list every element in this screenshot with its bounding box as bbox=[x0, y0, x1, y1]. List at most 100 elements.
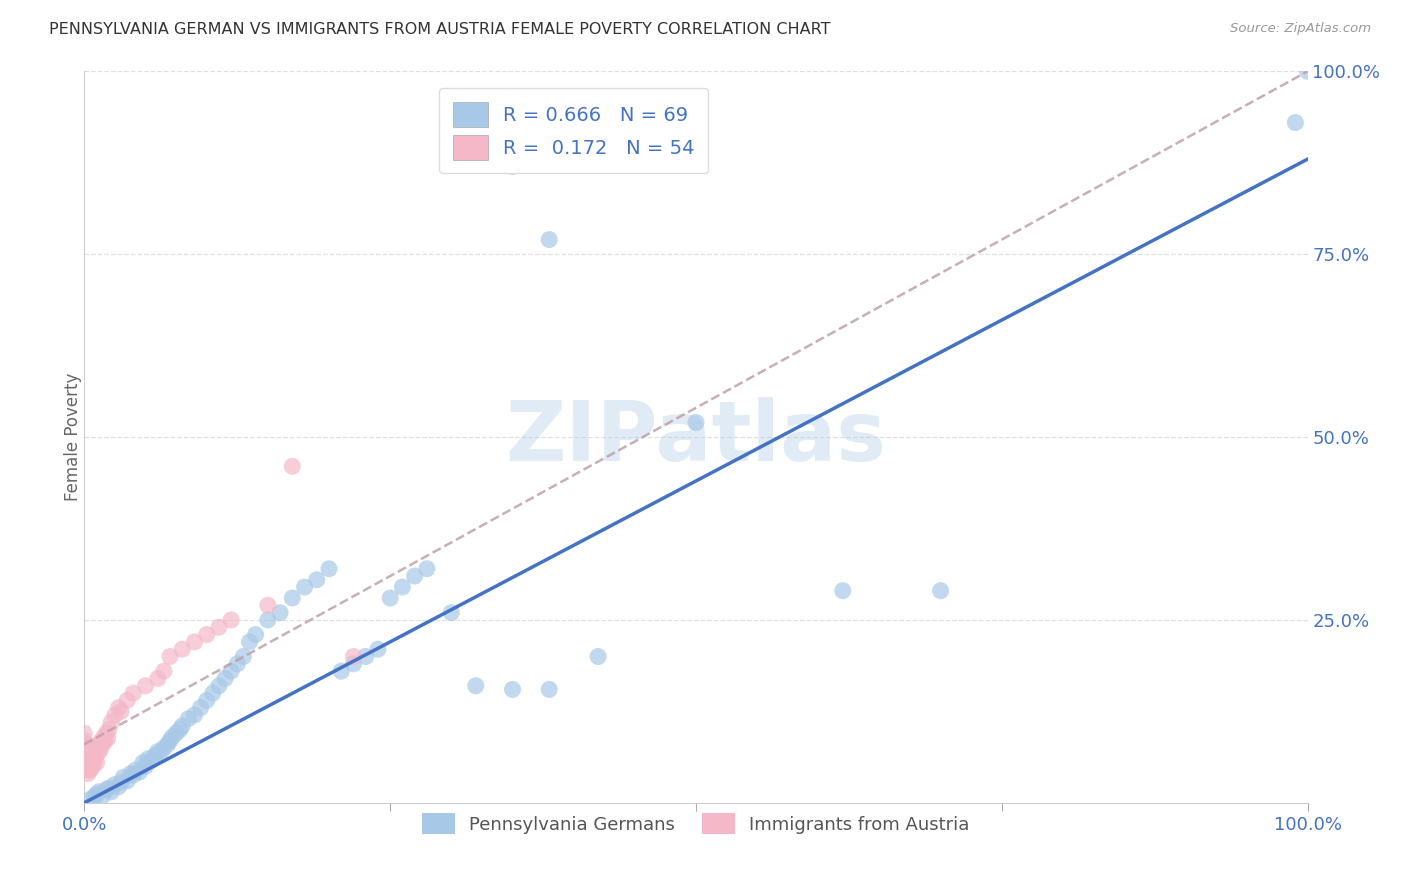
Point bbox=[84, 750, 107, 764]
Point bbox=[110, 705, 132, 719]
Point bbox=[232, 649, 254, 664]
Point bbox=[100, 785, 122, 799]
Point bbox=[104, 708, 127, 723]
Point bbox=[135, 759, 157, 773]
Point bbox=[354, 649, 377, 664]
Point bbox=[91, 789, 114, 803]
Point bbox=[107, 700, 129, 714]
Point bbox=[195, 693, 218, 707]
Point bbox=[538, 233, 561, 247]
Point bbox=[149, 746, 172, 760]
Point bbox=[831, 583, 853, 598]
Point bbox=[86, 740, 108, 755]
Point bbox=[342, 649, 364, 664]
Point bbox=[89, 743, 111, 757]
Point bbox=[146, 745, 169, 759]
Point bbox=[77, 752, 100, 766]
Point bbox=[502, 682, 524, 697]
Point bbox=[201, 686, 224, 700]
Point bbox=[367, 642, 389, 657]
Point bbox=[380, 591, 402, 605]
Point bbox=[143, 748, 166, 763]
Point bbox=[177, 712, 200, 726]
Point bbox=[77, 745, 100, 759]
Point bbox=[172, 719, 194, 733]
Point bbox=[269, 606, 291, 620]
Text: PENNSYLVANIA GERMAN VS IMMIGRANTS FROM AUSTRIA FEMALE POVERTY CORRELATION CHART: PENNSYLVANIA GERMAN VS IMMIGRANTS FROM A… bbox=[49, 22, 831, 37]
Legend: Pennsylvania Germans, Immigrants from Austria: Pennsylvania Germans, Immigrants from Au… bbox=[415, 806, 977, 841]
Point bbox=[502, 160, 524, 174]
Point bbox=[112, 770, 135, 784]
Point bbox=[294, 580, 316, 594]
Point bbox=[115, 773, 138, 788]
Point bbox=[257, 599, 280, 613]
Point bbox=[122, 768, 145, 782]
Point bbox=[132, 756, 155, 770]
Point bbox=[79, 792, 101, 806]
Point bbox=[183, 708, 205, 723]
Point bbox=[83, 743, 105, 757]
Point bbox=[135, 679, 157, 693]
Point bbox=[87, 746, 110, 760]
Point bbox=[153, 664, 176, 678]
Point bbox=[172, 642, 194, 657]
Point bbox=[208, 679, 231, 693]
Point bbox=[104, 778, 127, 792]
Point bbox=[165, 726, 187, 740]
Point bbox=[80, 740, 103, 755]
Point bbox=[169, 723, 191, 737]
Point bbox=[318, 562, 340, 576]
Point bbox=[464, 679, 486, 693]
Point bbox=[391, 580, 413, 594]
Point bbox=[136, 752, 159, 766]
Point bbox=[76, 763, 98, 777]
Y-axis label: Female Poverty: Female Poverty bbox=[65, 373, 82, 501]
Point bbox=[76, 756, 98, 770]
Point bbox=[128, 765, 150, 780]
Point bbox=[208, 620, 231, 634]
Point bbox=[120, 766, 142, 780]
Point bbox=[219, 664, 242, 678]
Point bbox=[219, 613, 242, 627]
Point bbox=[586, 649, 609, 664]
Point bbox=[183, 635, 205, 649]
Point bbox=[226, 657, 249, 671]
Point bbox=[73, 752, 96, 766]
Point bbox=[115, 693, 138, 707]
Point bbox=[159, 649, 181, 664]
Point bbox=[156, 737, 179, 751]
Point bbox=[1296, 64, 1319, 78]
Point bbox=[94, 733, 117, 747]
Point bbox=[107, 780, 129, 794]
Point bbox=[330, 664, 353, 678]
Point bbox=[238, 635, 260, 649]
Point bbox=[110, 775, 132, 789]
Point bbox=[97, 731, 120, 746]
Point bbox=[97, 781, 120, 796]
Point bbox=[305, 573, 328, 587]
Point bbox=[86, 787, 108, 801]
Point bbox=[416, 562, 439, 576]
Point bbox=[76, 745, 98, 759]
Point bbox=[159, 733, 181, 747]
Point bbox=[86, 756, 108, 770]
Point bbox=[75, 759, 97, 773]
Point bbox=[84, 739, 107, 753]
Point bbox=[77, 759, 100, 773]
Point bbox=[87, 785, 110, 799]
Point bbox=[153, 740, 176, 755]
Point bbox=[100, 715, 122, 730]
Point bbox=[141, 753, 163, 767]
Point bbox=[79, 748, 101, 763]
Point bbox=[75, 748, 97, 763]
Point bbox=[929, 583, 952, 598]
Point bbox=[73, 733, 96, 747]
Point bbox=[146, 672, 169, 686]
Point bbox=[73, 740, 96, 755]
Text: Source: ZipAtlas.com: Source: ZipAtlas.com bbox=[1230, 22, 1371, 36]
Point bbox=[538, 682, 561, 697]
Point bbox=[79, 763, 101, 777]
Point bbox=[122, 686, 145, 700]
Point bbox=[87, 737, 110, 751]
Point bbox=[97, 723, 120, 737]
